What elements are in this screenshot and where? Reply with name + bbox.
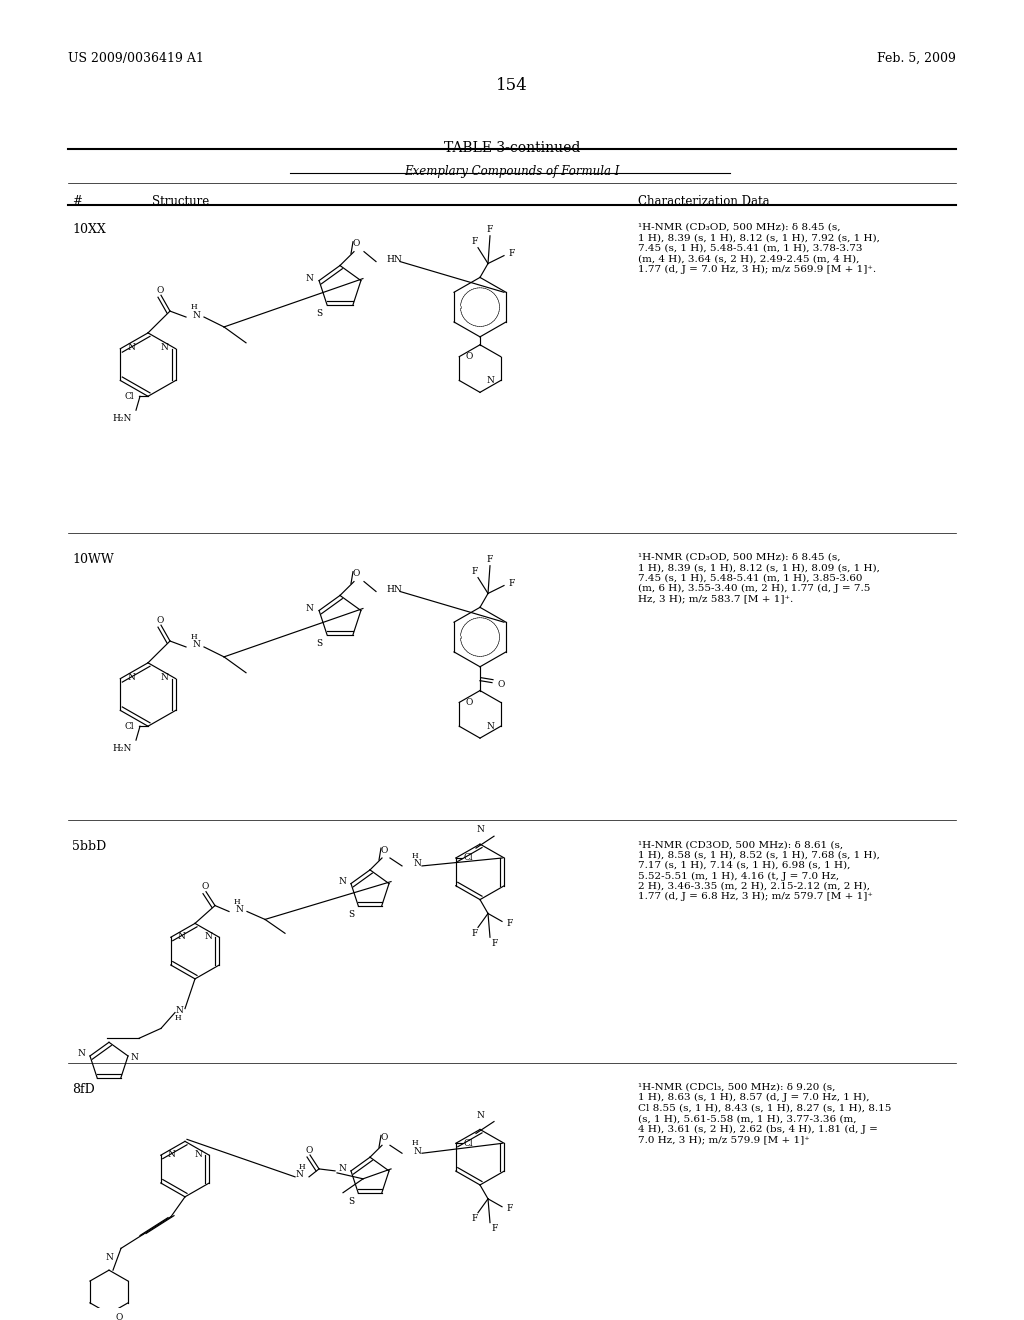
Text: N: N [476,1110,484,1119]
Text: Cl: Cl [464,1139,473,1148]
Text: S: S [348,1197,354,1206]
Text: N: N [486,376,495,385]
Text: N: N [161,673,169,682]
Text: F: F [486,556,494,564]
Text: F: F [508,249,514,259]
Text: O: O [157,286,164,294]
Text: O: O [380,846,388,854]
Text: 10WW: 10WW [72,553,114,566]
Text: H: H [174,1015,181,1023]
Text: F: F [490,1224,498,1233]
Text: N: N [161,343,169,352]
Text: Exemplary Compounds of Formula I: Exemplary Compounds of Formula I [404,165,620,178]
Text: O: O [465,352,473,362]
Text: O: O [305,1146,312,1155]
Text: F: F [506,1204,512,1213]
Text: F: F [506,919,512,928]
Text: F: F [472,238,478,247]
Text: H: H [412,851,419,861]
Text: HN: HN [386,585,401,594]
Text: 8fD: 8fD [72,1082,95,1096]
Text: N: N [205,932,212,941]
Text: O: O [380,1133,388,1142]
Text: N: N [486,722,495,731]
Text: N: N [130,1053,138,1063]
Text: O: O [115,1313,123,1320]
Text: N: N [168,1150,176,1159]
Text: Cl: Cl [124,392,134,401]
Text: O: O [465,698,473,708]
Text: H: H [190,304,198,312]
Text: H: H [233,898,241,906]
Text: N: N [178,932,185,941]
Text: N: N [338,876,346,886]
Text: N: N [127,673,135,682]
Text: ¹H-NMR (CD₃OD, 500 MHz): δ 8.45 (s,
1 H), 8.39 (s, 1 H), 8.12 (s, 1 H), 7.92 (s,: ¹H-NMR (CD₃OD, 500 MHz): δ 8.45 (s, 1 H)… [638,223,880,273]
Text: N: N [476,825,484,834]
Text: Structure: Structure [152,195,209,209]
Text: N: N [305,275,313,282]
Text: Characterization Data: Characterization Data [638,195,770,209]
Text: F: F [490,939,498,948]
Text: O: O [352,239,359,248]
Text: N: N [413,1147,421,1156]
Text: F: F [472,568,478,576]
Text: N: N [193,310,200,319]
Text: Cl: Cl [124,722,134,731]
Text: N: N [175,1006,183,1015]
Text: N: N [105,1253,113,1262]
Text: ¹H-NMR (CD₃OD, 500 MHz): δ 8.45 (s,
1 H), 8.39 (s, 1 H), 8.12 (s, 1 H), 8.09 (s,: ¹H-NMR (CD₃OD, 500 MHz): δ 8.45 (s, 1 H)… [638,553,880,603]
Text: N: N [295,1171,303,1179]
Text: H₂N: H₂N [113,743,132,752]
Text: H: H [412,1139,419,1147]
Text: S: S [348,909,354,919]
Text: S: S [316,639,323,648]
Text: ¹H-NMR (CDCl₃, 500 MHz): δ 9.20 (s,
1 H), 8.63 (s, 1 H), 8.57 (d, J = 7.0 Hz, 1 : ¹H-NMR (CDCl₃, 500 MHz): δ 9.20 (s, 1 H)… [638,1082,891,1144]
Text: TABLE 3-continued: TABLE 3-continued [443,141,581,154]
Text: US 2009/0036419 A1: US 2009/0036419 A1 [68,51,204,65]
Text: N: N [305,605,313,612]
Text: O: O [352,569,359,578]
Text: Cl: Cl [464,854,473,862]
Text: #: # [72,195,82,209]
Text: N: N [413,859,421,869]
Text: F: F [508,579,514,587]
Text: 5bbD: 5bbD [72,840,106,853]
Text: H: H [298,1163,305,1171]
Text: 10XX: 10XX [72,223,105,236]
Text: N: N [195,1150,203,1159]
Text: HN: HN [386,255,401,264]
Text: O: O [498,680,506,689]
Text: O: O [202,882,209,891]
Text: H: H [190,634,198,642]
Text: 154: 154 [496,78,528,94]
Text: F: F [472,1214,478,1224]
Text: N: N [77,1049,85,1059]
Text: N: N [338,1164,346,1173]
Text: N: N [193,640,200,649]
Text: N: N [127,343,135,352]
Text: F: F [472,929,478,937]
Text: Feb. 5, 2009: Feb. 5, 2009 [878,51,956,65]
Text: N: N [236,906,243,913]
Text: ¹H-NMR (CD3OD, 500 MHz): δ 8.61 (s,
1 H), 8.58 (s, 1 H), 8.52 (s, 1 H), 7.68 (s,: ¹H-NMR (CD3OD, 500 MHz): δ 8.61 (s, 1 H)… [638,840,880,902]
Text: S: S [316,309,323,318]
Text: F: F [486,226,494,235]
Text: H₂N: H₂N [113,413,132,422]
Text: O: O [157,615,164,624]
